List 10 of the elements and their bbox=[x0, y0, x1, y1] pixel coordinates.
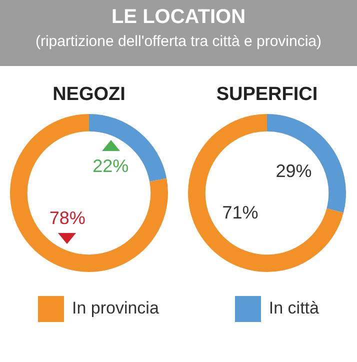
chart-title: NEGOZI bbox=[52, 84, 126, 106]
legend-label: In città bbox=[268, 297, 319, 320]
data-label: 29% bbox=[276, 161, 312, 182]
text: LE LOCATION bbox=[110, 6, 247, 29]
data-label: 78% bbox=[49, 208, 86, 228]
data-label: 71% bbox=[222, 202, 258, 223]
legend-label: In provincia bbox=[70, 297, 159, 320]
chart-title: SUPERFICI bbox=[215, 84, 319, 106]
text: (ripartizione dell'offerta tra città e provincia) bbox=[34, 33, 323, 50]
data-label: 22% bbox=[92, 156, 129, 176]
